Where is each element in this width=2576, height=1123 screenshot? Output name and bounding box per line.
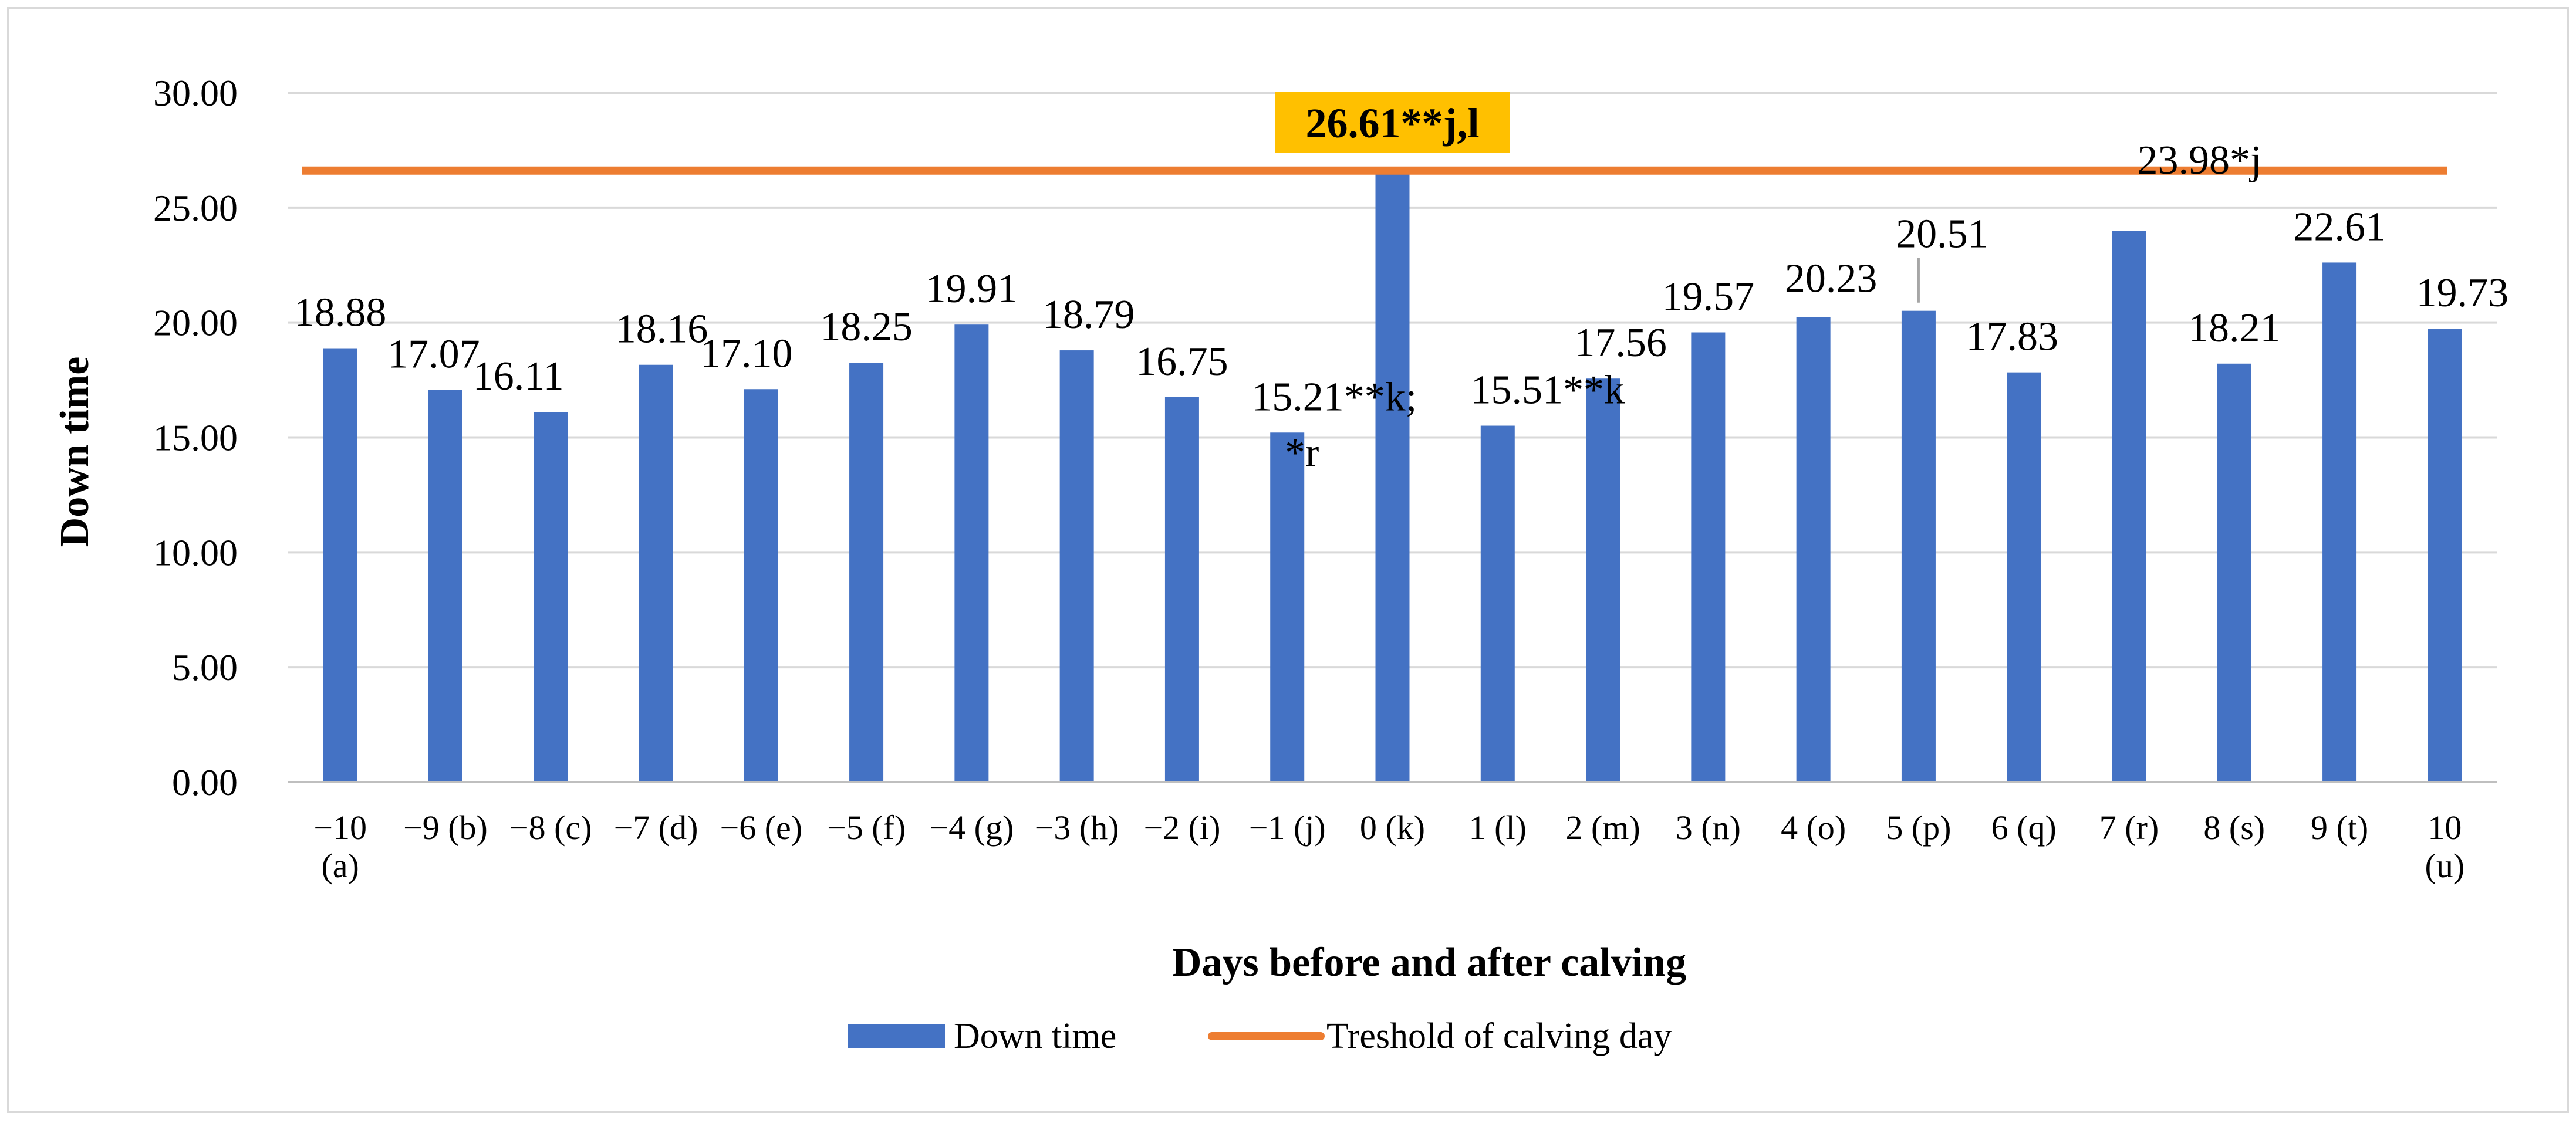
x-axis-ticks: −10(a) −9 (b) −8 (c) −7 (d) −6 (e) −5 (f) −4 (… xyxy=(313,809,2464,885)
bar xyxy=(534,412,568,782)
bar xyxy=(2217,363,2251,782)
bar xyxy=(1059,350,1094,782)
x-axis-title: Days before and after calving xyxy=(1172,940,1686,985)
legend-label-down-time: Down time xyxy=(954,1016,1116,1056)
x-tick-label: −10 xyxy=(313,809,367,847)
data-label: 18.21 xyxy=(2188,306,2281,351)
bar xyxy=(1480,425,1515,782)
callout-label: 26.61**j,l xyxy=(1306,100,1480,147)
y-tick-label: 0.00 xyxy=(172,762,238,803)
x-tick-label: −2 (i) xyxy=(1143,809,1220,847)
data-label: 19.91 xyxy=(926,266,1018,312)
bar xyxy=(1691,332,1726,782)
x-tick-label: −5 (f) xyxy=(827,809,906,847)
x-tick-label: −3 (h) xyxy=(1035,809,1119,847)
x-tick-label: 4 (o) xyxy=(1781,809,1846,847)
legend-swatch-down-time xyxy=(848,1024,945,1048)
x-tick-label: 3 (n) xyxy=(1676,809,1741,847)
bar xyxy=(1796,317,1831,782)
x-tick-label: 7 (r) xyxy=(2099,809,2159,847)
bar xyxy=(1586,378,1620,782)
y-tick-label: 20.00 xyxy=(153,302,238,344)
bar xyxy=(2112,231,2146,782)
data-label: 17.10 xyxy=(700,331,793,376)
x-tick-label: (a) xyxy=(321,847,359,885)
data-label: 18.79 xyxy=(1042,292,1135,337)
x-tick-label: −6 (e) xyxy=(720,809,802,847)
bar xyxy=(428,390,462,782)
x-tick-label: 8 (s) xyxy=(2203,809,2265,847)
bars xyxy=(323,170,2462,783)
bar xyxy=(744,389,778,782)
data-label: 22.61 xyxy=(2293,204,2386,249)
data-label: 23.98*j xyxy=(2138,138,2262,183)
bar xyxy=(1270,432,1305,782)
data-label: 16.75 xyxy=(1136,339,1228,384)
data-label: 15.51**k xyxy=(1471,368,1625,413)
data-label: 20.23 xyxy=(1785,256,1878,302)
data-label: 18.16 xyxy=(616,307,708,352)
x-tick-label: −1 (j) xyxy=(1249,809,1326,847)
x-tick-label: 6 (q) xyxy=(1991,809,2057,847)
data-label: 16.11 xyxy=(473,354,564,399)
x-tick-label: −4 (g) xyxy=(929,809,1014,847)
bar xyxy=(1375,170,1410,782)
x-tick-label: 2 (m) xyxy=(1565,809,1640,847)
callout-box xyxy=(1275,92,1510,153)
x-tick-label: 9 (t) xyxy=(2311,809,2368,847)
x-tick-label: −8 (c) xyxy=(509,809,592,847)
data-label: *r xyxy=(1285,430,1319,475)
bar xyxy=(1901,310,1936,782)
bar xyxy=(2007,372,2041,782)
threshold-group: 26.61**j,l xyxy=(302,92,2447,175)
x-tick-label: −7 (d) xyxy=(614,809,698,847)
legend-label-threshold: Treshold of calving day xyxy=(1326,1016,1672,1056)
bar xyxy=(849,363,884,782)
y-tick-label: 5.00 xyxy=(172,647,238,688)
bar xyxy=(954,324,989,782)
x-tick-label: 1 (l) xyxy=(1469,809,1527,847)
x-tick-label: (u) xyxy=(2425,847,2465,885)
x-tick-label: 5 (p) xyxy=(1886,809,1951,847)
data-label: 17.83 xyxy=(1966,314,2058,360)
y-tick-label: 25.00 xyxy=(153,187,238,229)
bar xyxy=(323,348,357,782)
data-label: 15.21**k; xyxy=(1251,374,1417,420)
bar xyxy=(2428,329,2462,782)
y-tick-label: 15.00 xyxy=(153,417,238,459)
y-tick-label: 10.00 xyxy=(153,532,238,573)
x-tick-label: 10 xyxy=(2428,809,2462,847)
data-label: 19.57 xyxy=(1662,275,1755,320)
x-tick-label: −9 (b) xyxy=(403,809,488,847)
x-tick-label: 0 (k) xyxy=(1360,809,1425,847)
data-label: 20.51 xyxy=(1896,212,1988,257)
legend: Down time Treshold of calving day xyxy=(848,1016,1672,1056)
data-label: 18.88 xyxy=(294,290,387,336)
bar xyxy=(2322,262,2357,783)
bar xyxy=(1164,397,1199,782)
data-label: 17.07 xyxy=(387,332,480,377)
y-tick-label: 30.00 xyxy=(153,72,238,114)
y-axis-ticks: 0.00 5.00 10.00 15.00 20.00 25.00 30.00 xyxy=(153,72,238,803)
data-label: 17.56 xyxy=(1574,320,1667,366)
data-label: 18.25 xyxy=(820,305,913,350)
y-axis-title: Down time xyxy=(52,357,97,547)
data-label: 19.73 xyxy=(2416,270,2509,316)
bar xyxy=(639,364,673,782)
